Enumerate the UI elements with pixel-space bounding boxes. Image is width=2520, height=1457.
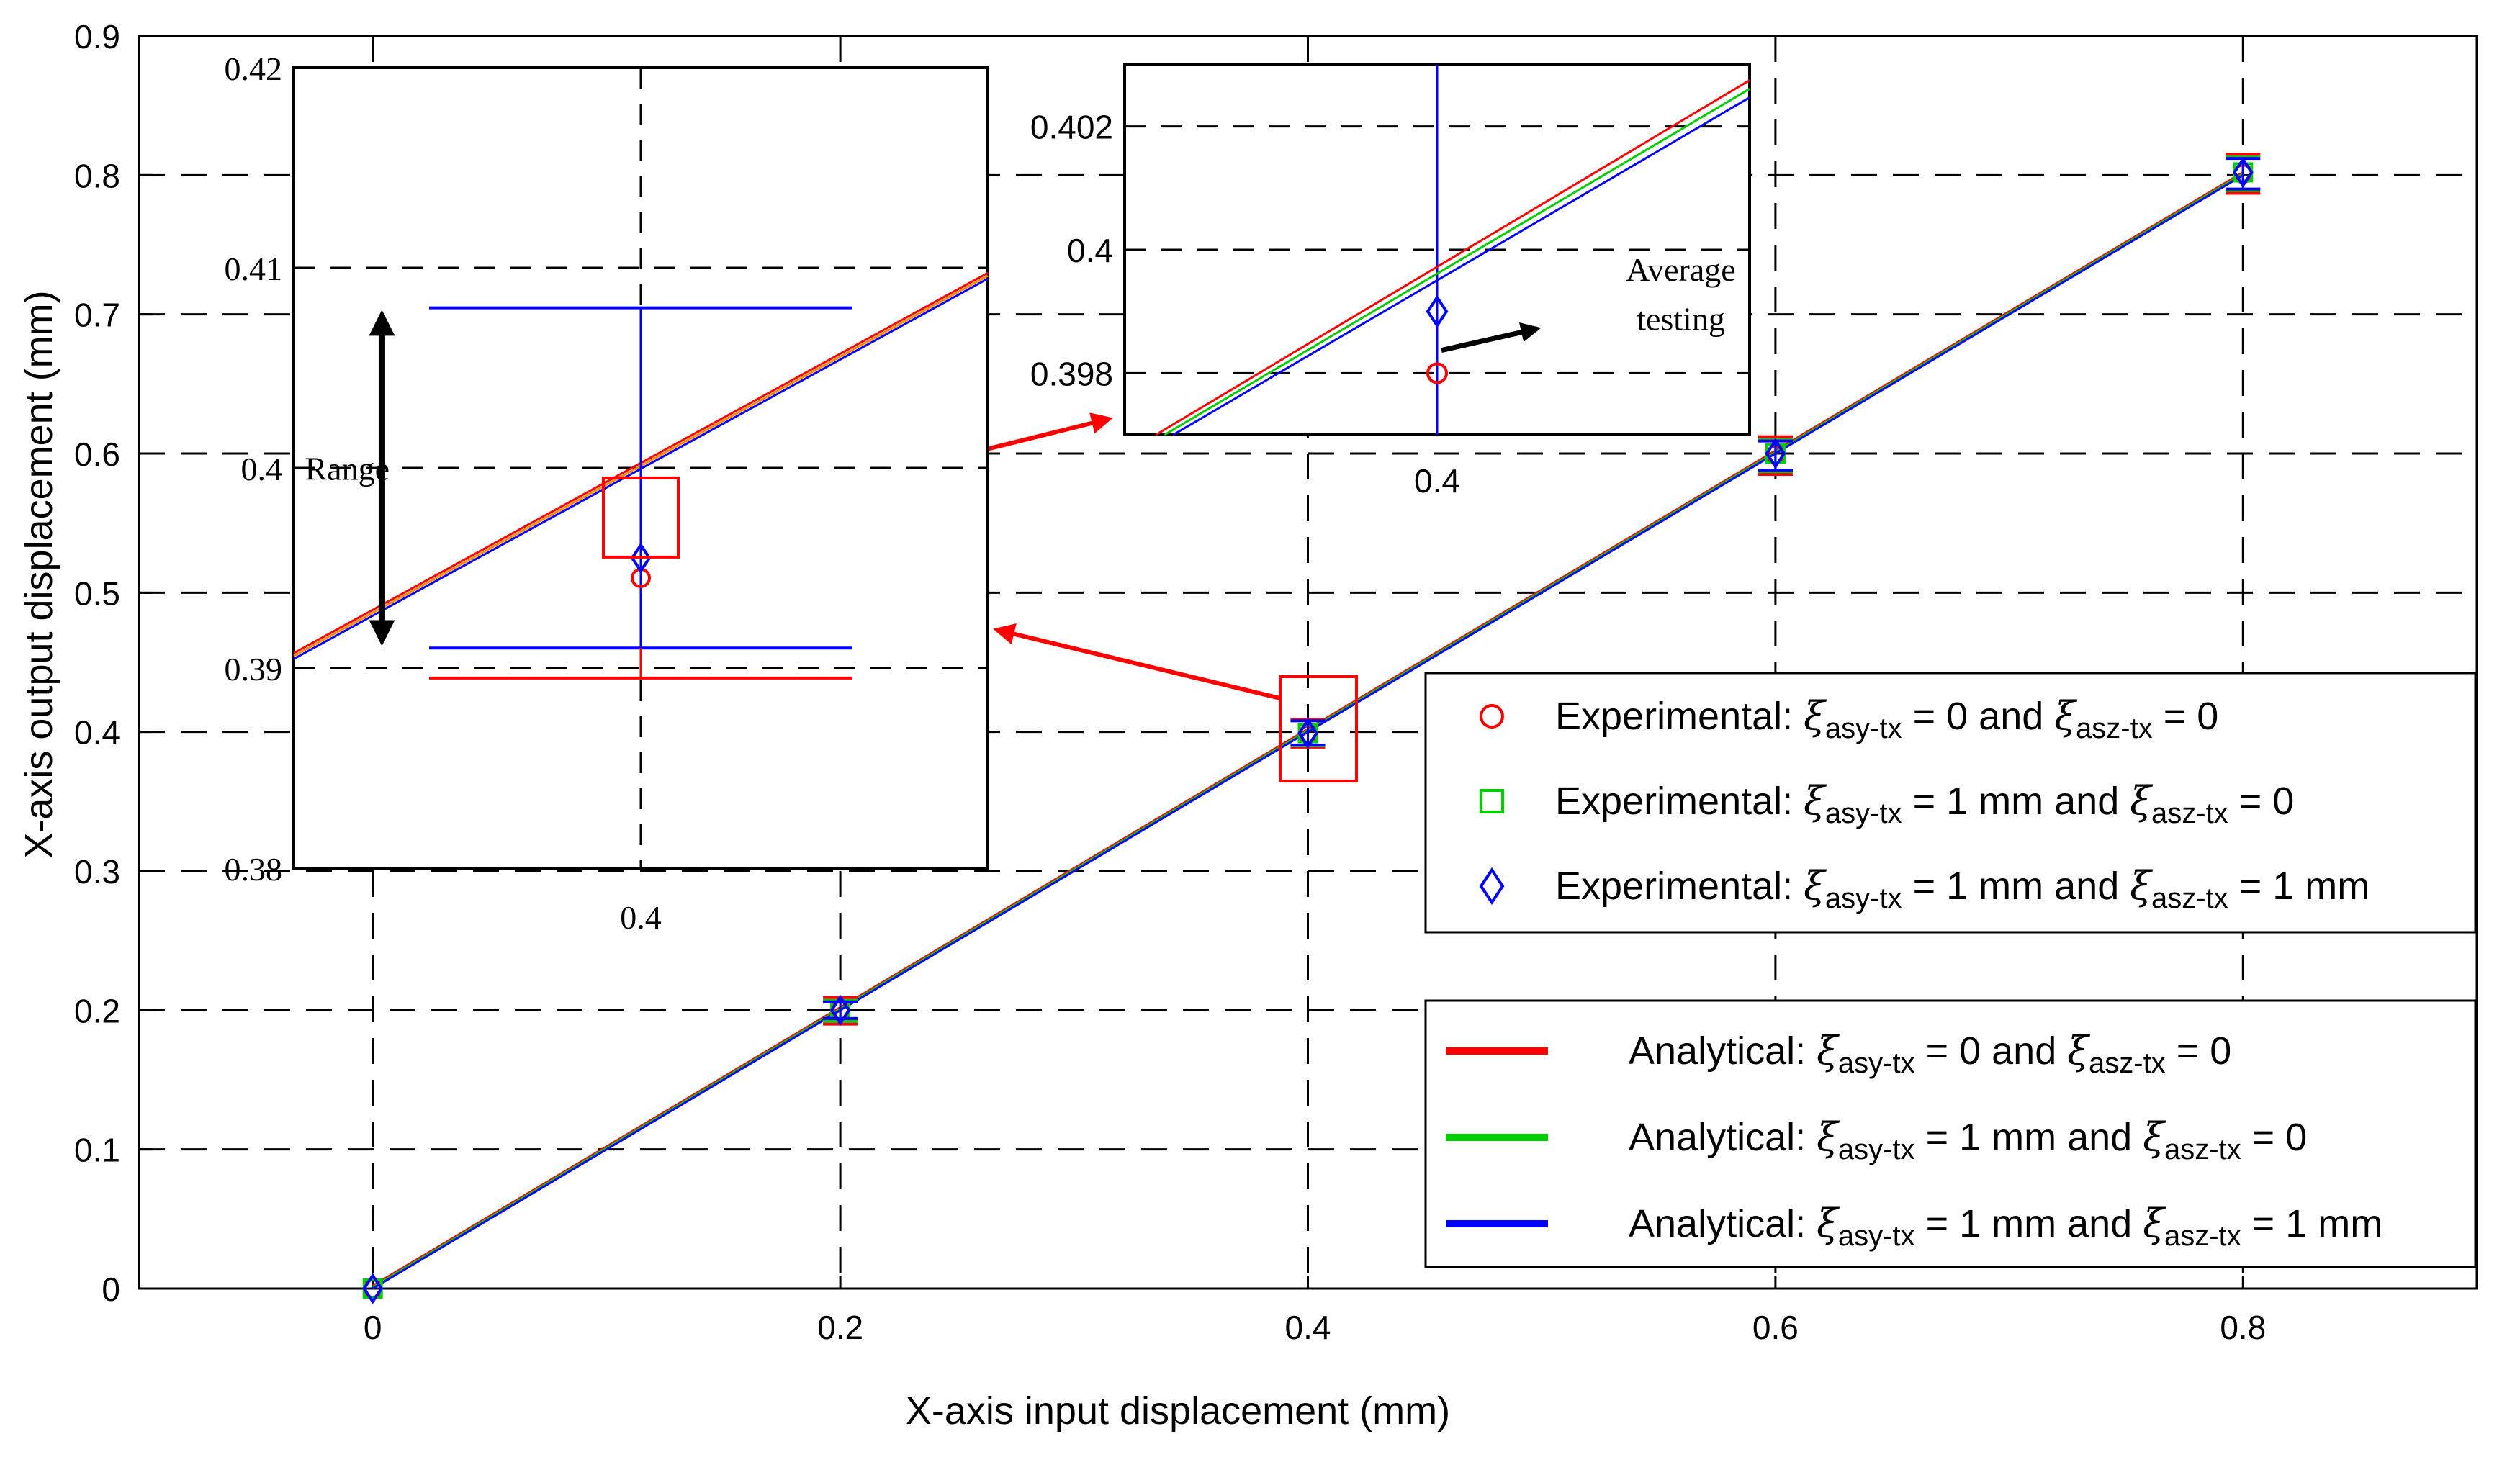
inset-left-x-tick-label: 0.4 (620, 899, 662, 936)
inset-left-y-tick-label: 0.4 (241, 451, 283, 487)
inset-left-y-tick-label: 0.39 (225, 651, 283, 687)
legend-experimental-marker-circle (1480, 704, 1504, 728)
inset-right-y-tick-label: 0.402 (1030, 109, 1113, 146)
inset-left-y-tick-label: 0.38 (225, 851, 283, 888)
legend-experimental-marker-square (1480, 789, 1504, 813)
y-tick-label: 0.1 (74, 1132, 120, 1169)
y-tick-label: 0.5 (74, 574, 120, 612)
inset-right-annotation-arrow (1441, 322, 1542, 353)
x-tick-label: 0.8 (2220, 1309, 2266, 1346)
inset-right-analytical-line (1155, 79, 1750, 436)
y-tick-label: 0 (102, 1271, 120, 1308)
legend-analytical-label: Analytical: ξasy-tx = 1 mm and ξasz-tx =… (1629, 1114, 2307, 1165)
legend-analytical: Analytical: ξasy-tx = 0 and ξasz-tx = 0 A… (1424, 999, 2477, 1268)
legend-analytical-label: Analytical: ξasy-tx = 1 mm and ξasz-tx =… (1629, 1201, 2382, 1252)
data-point-diamond (829, 994, 851, 1026)
inset-right-y-tick-label: 0.4 (1067, 232, 1113, 269)
legend-experimental-marker-diamond (1479, 867, 1505, 906)
inset-right-y-tick-label: 0.398 (1030, 355, 1113, 392)
y-tick-label: 0.6 (74, 436, 120, 473)
x-tick-label: 0.6 (1752, 1309, 1799, 1346)
data-point-diamond (1765, 438, 1786, 469)
inset-right-analytical-line (1172, 96, 1750, 436)
legend-experimental: Experimental: ξasy-tx = 0 and ξasz-tx = … (1424, 672, 2477, 934)
inset-right: 0.398 0.4 0.402 0.4 Average testing (1030, 63, 1751, 500)
inset-left: 0.38 0.39 0.4 0.41 0.42 0.4 Range (225, 50, 989, 936)
y-tick-label: 0.2 (74, 992, 120, 1029)
legend-analytical-box (1424, 999, 2477, 1268)
inset-right-point-circle (1426, 362, 1448, 384)
legend-experimental-label: Experimental: ξasy-tx = 1 mm and ξasz-tx… (1555, 863, 2370, 914)
inset-left-zoom-box (602, 476, 680, 559)
inset-right-x-tick-label: 0.4 (1414, 462, 1460, 500)
legend-experimental-label: Experimental: ξasy-tx = 1 mm and ξasz-tx… (1555, 778, 2294, 829)
y-tick-label: 0.9 (74, 18, 120, 55)
y-tick-label: 0.4 (74, 714, 120, 752)
inset-right-point-diamond (1426, 294, 1449, 328)
legend-experimental-box (1424, 672, 2477, 934)
inset-left-range-label: Range (305, 451, 390, 487)
y-axis-label: X-axis output displacement (mm) (17, 290, 60, 858)
inset-right-annotation-line1: Average (1626, 251, 1735, 288)
inset-left-y-tick-label: 0.42 (225, 50, 283, 87)
inset-left-point-diamond (630, 542, 652, 574)
callout-arrow-left (993, 623, 1281, 700)
zoom-box-main (1279, 675, 1358, 782)
data-point-diamond (1297, 717, 1318, 749)
inset-right-annotation-line2: testing (1637, 300, 1725, 337)
y-tick-label: 0.7 (74, 297, 120, 334)
legend-analytical-label: Analytical: ξasy-tx = 0 and ξasz-tx = 0 (1629, 1028, 2231, 1079)
x-tick-label: 0.4 (1285, 1309, 1331, 1346)
x-tick-label: 0 (364, 1309, 382, 1346)
inset-right-analytical-line (1164, 88, 1750, 436)
data-point-diamond (2232, 156, 2254, 189)
data-point-diamond (362, 1273, 384, 1304)
y-tick-label: 0.8 (74, 157, 120, 194)
inset-left-y-tick-label: 0.41 (225, 251, 283, 287)
x-axis-label: X-axis input displacement (mm) (906, 1389, 1450, 1433)
x-tick-label: 0.2 (817, 1309, 863, 1346)
y-tick-label: 0.3 (74, 853, 120, 890)
legend-experimental-label: Experimental: ξasy-tx = 0 and ξasz-tx = … (1555, 693, 2218, 744)
